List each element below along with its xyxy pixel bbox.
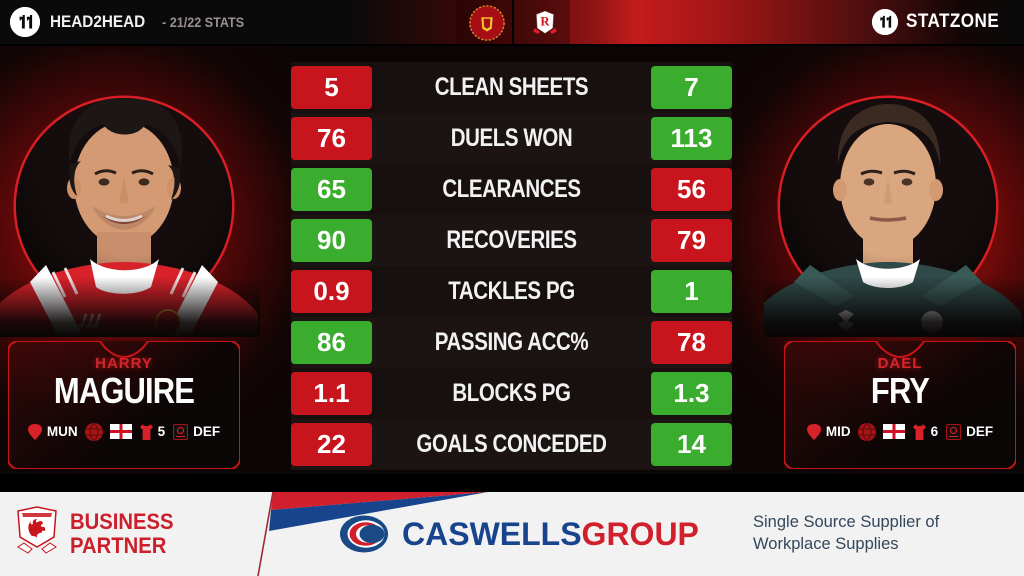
svg-text:R: R bbox=[540, 15, 550, 29]
